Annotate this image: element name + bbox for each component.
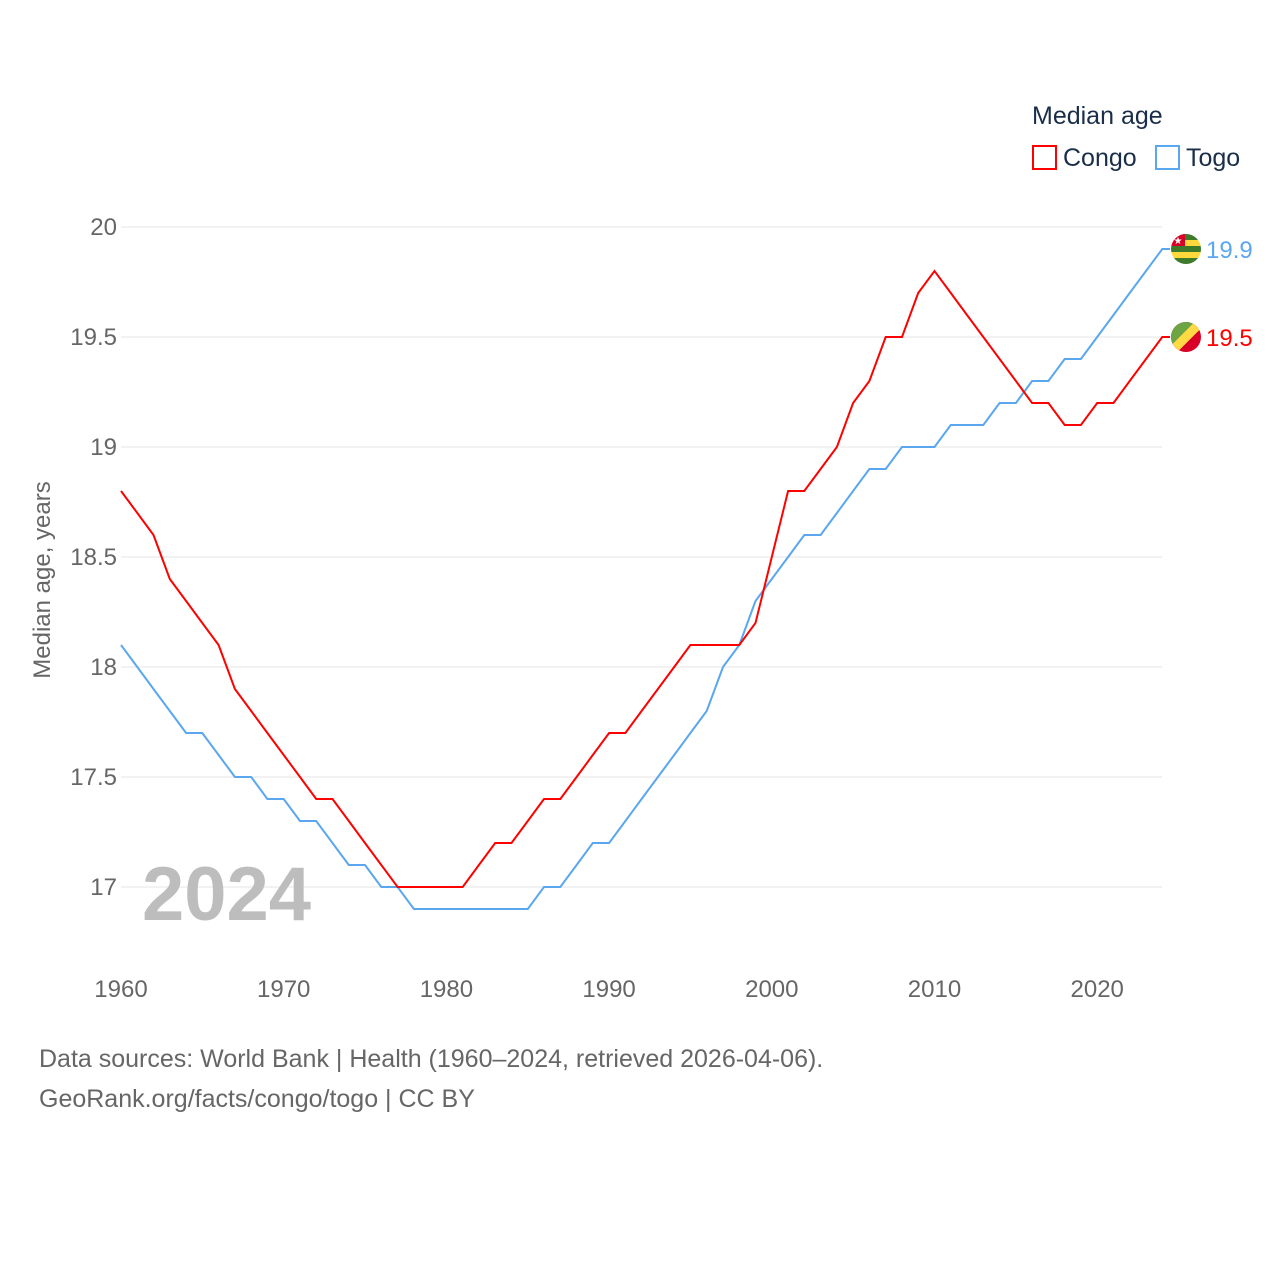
y-tick-label: 17.5 xyxy=(70,764,117,791)
y-tick-label: 17 xyxy=(90,874,117,901)
series-line-togo xyxy=(120,248,1170,910)
data-source-note: Data sources: World Bank | Health (1960–… xyxy=(39,1045,824,1073)
togo-flag-icon: ★ xyxy=(1171,234,1201,264)
legend-item-congo[interactable]: Congo xyxy=(1032,144,1137,172)
y-axis-label: Median age, years xyxy=(29,481,56,678)
attribution-link[interactable]: GeoRank.org/facts/congo/togo | CC BY xyxy=(39,1085,475,1113)
y-tick-label: 18.5 xyxy=(70,544,117,571)
y-tick-label: 20 xyxy=(90,214,117,241)
x-tick-label: 1970 xyxy=(257,976,310,1003)
legend-label: Togo xyxy=(1186,144,1240,172)
x-tick-label: 2000 xyxy=(745,976,798,1003)
y-tick-label: 19 xyxy=(90,434,117,461)
legend-swatch xyxy=(1155,145,1180,170)
svg-text:★: ★ xyxy=(1174,236,1183,247)
y-tick-label: 18 xyxy=(90,654,117,681)
legend-item-togo[interactable]: Togo xyxy=(1155,144,1240,172)
year-watermark: 2024 xyxy=(142,852,311,937)
legend-title: Median age xyxy=(1032,102,1163,130)
legend-label: Congo xyxy=(1063,144,1137,172)
series-line-congo xyxy=(120,269,1170,888)
x-tick-label: 1960 xyxy=(94,976,147,1003)
end-value-label-togo: 19.9 xyxy=(1206,237,1253,264)
congo-flag-icon xyxy=(1171,322,1201,352)
x-tick-label: 2010 xyxy=(908,976,961,1003)
y-tick-label: 19.5 xyxy=(70,324,117,351)
legend-swatch xyxy=(1032,145,1057,170)
x-tick-label: 1980 xyxy=(420,976,473,1003)
x-tick-label: 2020 xyxy=(1071,976,1124,1003)
end-value-label-congo: 19.5 xyxy=(1206,325,1253,352)
x-tick-label: 1990 xyxy=(582,976,635,1003)
